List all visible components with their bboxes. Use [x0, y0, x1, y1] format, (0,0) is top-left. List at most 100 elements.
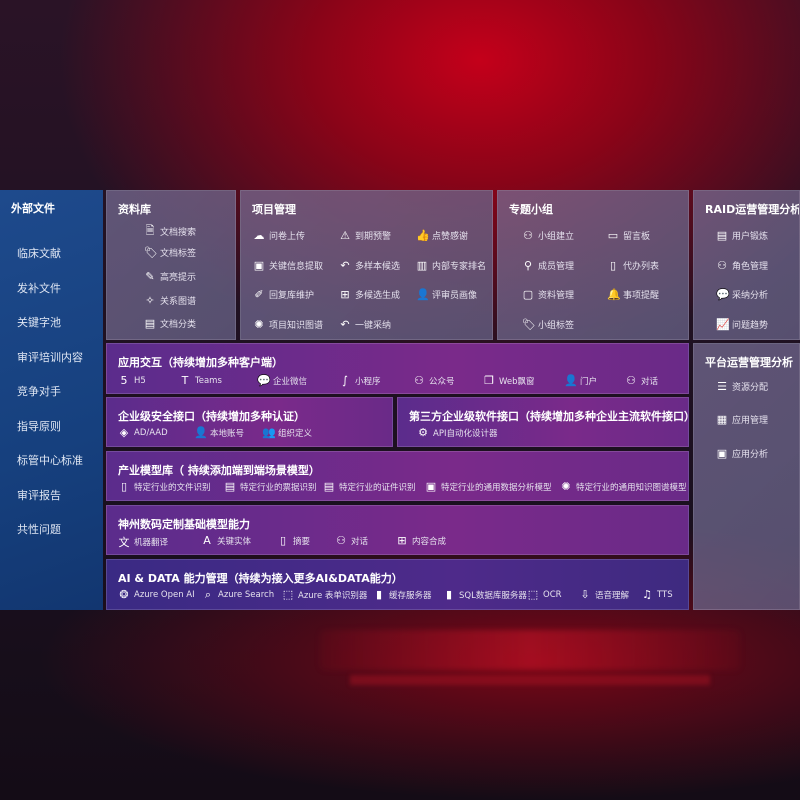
external-file-item[interactable]: 关键字池	[17, 316, 61, 329]
aidata-item[interactable]: ⬚ OCR	[527, 588, 562, 601]
security-item[interactable]: ◈ AD/AAD	[118, 426, 168, 439]
external-file-item[interactable]: 共性问题	[17, 523, 61, 536]
project-item[interactable]: ⚠ 到期预警	[339, 229, 391, 242]
speech-icon: ⇩	[580, 588, 590, 601]
library-panel: 资料库 🗎 文档搜索 🏷 文档标签 ✎ 高亮提示 ✧ 关系图谱 ▤ 文档分类	[106, 190, 236, 340]
library-item[interactable]: 🏷 文档标签	[144, 246, 196, 259]
raid-item-label: 用户锻炼	[732, 232, 769, 242]
security-item[interactable]: 👥 组织定义	[262, 426, 312, 439]
platform-item[interactable]: ▣ 应用分析	[716, 447, 768, 460]
raid-item[interactable]: ⚇ 角色管理	[716, 259, 768, 272]
interaction-item[interactable]: 👤 门户	[564, 374, 597, 387]
reply-icon: ↶	[340, 318, 350, 331]
industry-item[interactable]: ▤ 特定行业的票据识别	[224, 480, 317, 493]
id-card-icon: ▤	[323, 480, 335, 493]
external-file-item[interactable]: 指导原则	[17, 419, 61, 433]
cache-server-icon: ▮	[375, 588, 383, 601]
interaction-item[interactable]: ⚇ 公众号	[413, 374, 454, 387]
entity-icon: A	[203, 534, 211, 547]
project-item[interactable]: ▥ 内部专家排名	[416, 259, 486, 272]
interaction-item[interactable]: ∫ 小程序	[339, 374, 381, 387]
project-item[interactable]: ↶ 多样本候选	[339, 259, 400, 272]
project-item-label: 多候选生成	[355, 291, 401, 301]
interaction-item[interactable]: ⚇ 对话	[625, 374, 658, 387]
interaction-item-label: H5	[134, 375, 146, 386]
interaction-item[interactable]: T Teams	[179, 374, 222, 387]
library-item[interactable]: 🗎 文档搜索	[144, 222, 196, 241]
aidata-item[interactable]: ❂ Azure Open AI	[118, 588, 194, 601]
library-title: 资料库	[118, 203, 151, 216]
aidata-item[interactable]: ▮ 缓存服务器	[373, 588, 432, 601]
aidata-item[interactable]: ⌕ Azure Search	[202, 588, 274, 602]
aidata-item-label: OCR	[543, 589, 562, 600]
external-file-item[interactable]: 竞争对手	[17, 385, 61, 398]
library-item-label: 文档标签	[160, 249, 197, 259]
project-item[interactable]: ↶ 一键采纳	[339, 318, 391, 331]
teams-icon: T	[181, 374, 189, 387]
analytics-icon: ▣	[716, 447, 728, 460]
project-item[interactable]: ☁ 问卷上传	[253, 229, 306, 242]
project-item[interactable]: 👤 评审员画像	[416, 288, 477, 301]
html5-icon: 5	[120, 374, 128, 387]
foundation-item-label: 摘要	[293, 536, 311, 547]
library-item[interactable]: ▤ 文档分类	[144, 317, 196, 330]
platform-item[interactable]: ☰ 资源分配	[716, 380, 768, 393]
library-item[interactable]: ✎ 高亮提示	[144, 270, 196, 283]
foundation-item[interactable]: ▯ 摘要	[277, 534, 310, 547]
security-title: 企业级安全接口（持续增加多种认证）	[118, 410, 305, 423]
group-item[interactable]: ▭ 留言板	[607, 229, 650, 242]
foundation-item[interactable]: ⊞ 内容合成	[396, 534, 446, 547]
project-item[interactable]: ⊞ 多候选生成	[339, 288, 400, 301]
security-panel: 企业级安全接口（持续增加多种认证） ◈ AD/AAD 👤 本地账号 👥 组织定义	[106, 397, 393, 447]
industry-item-label: 特定行业的证件识别	[339, 482, 416, 493]
project-item-label: 问卷上传	[269, 232, 306, 242]
group-item[interactable]: 🏷 小组标签	[522, 318, 574, 331]
aidata-item[interactable]: ♫ TTS	[641, 588, 673, 601]
security-item[interactable]: 👤 本地账号	[194, 426, 244, 439]
foundation-item[interactable]: 文机器翻译	[118, 534, 169, 550]
external-file-item[interactable]: 发补文件	[17, 281, 61, 295]
external-file-item[interactable]: 标管中心标准	[17, 454, 83, 467]
interaction-item[interactable]: ❐ Web飘窗	[483, 374, 534, 387]
background-glow	[320, 630, 740, 670]
platform-item[interactable]: ▦ 应用管理	[716, 413, 768, 426]
project-item[interactable]: 👍 点赞感谢	[416, 229, 468, 242]
raid-item[interactable]: 📈 问题趋势	[716, 318, 768, 331]
raid-item[interactable]: 💬 采纳分析	[716, 288, 768, 301]
group-item[interactable]: ⚇ 小组建立	[522, 229, 574, 242]
platform-item-label: 应用管理	[732, 416, 769, 426]
project-item[interactable]: ✺ 项目知识图谱	[253, 318, 323, 331]
group-item[interactable]: ▯ 代办列表	[607, 259, 659, 272]
foundation-item[interactable]: ⚇ 对话	[335, 534, 368, 547]
group-item[interactable]: ⚲ 成员管理	[522, 259, 574, 272]
aidata-item[interactable]: ⇩ 语音理解	[579, 588, 629, 601]
external-file-item[interactable]: 审评培训内容	[17, 350, 83, 364]
external-file-item[interactable]: 审评报告	[17, 488, 61, 502]
project-item[interactable]: ✐ 回复库维护	[253, 288, 314, 301]
chat-icon: ⚇	[336, 534, 346, 547]
external-file-item[interactable]: 临床文献	[17, 247, 61, 260]
industry-item[interactable]: ▣ 特定行业的通用数据分析模型	[425, 480, 552, 493]
library-item-label: 关系图谱	[160, 297, 197, 307]
group-item[interactable]: 🔔 事项提醒	[607, 288, 659, 301]
raid-item[interactable]: ▤ 用户锻炼	[716, 229, 768, 242]
group-item-label: 小组标签	[538, 321, 575, 331]
checklist-icon: ☰	[717, 380, 727, 393]
foundation-item[interactable]: A 关键实体	[201, 534, 251, 547]
thirdparty-item-label: API自动化设计器	[433, 428, 498, 439]
industry-item[interactable]: ✺ 特定行业的通用知识图谱模型	[560, 480, 686, 493]
library-item[interactable]: ✧ 关系图谱	[144, 294, 196, 307]
project-item-label: 一键采纳	[355, 321, 392, 331]
industry-item[interactable]: ▯ 特定行业的文件识别	[118, 480, 211, 493]
interaction-item[interactable]: 💬 企业微信	[257, 374, 307, 387]
aidata-title: AI & DATA 能力管理（持续为接入更多AI&DATA能力）	[118, 572, 403, 585]
aidata-item[interactable]: ▮ SQL数据库服务器	[443, 588, 527, 601]
aidata-item-label: 语音理解	[595, 590, 630, 601]
group-item[interactable]: ▢ 资料管理	[522, 288, 574, 301]
industry-item[interactable]: ▤ 特定行业的证件识别	[323, 480, 416, 493]
project-item[interactable]: ▣ 关键信息提取	[253, 259, 323, 272]
interaction-item[interactable]: 5 H5	[118, 374, 146, 387]
interaction-item-label: 小程序	[355, 376, 381, 387]
aidata-item[interactable]: ⬚ Azure 表单识别器	[282, 588, 368, 601]
thirdparty-item[interactable]: ⚙ API自动化设计器	[417, 426, 497, 439]
